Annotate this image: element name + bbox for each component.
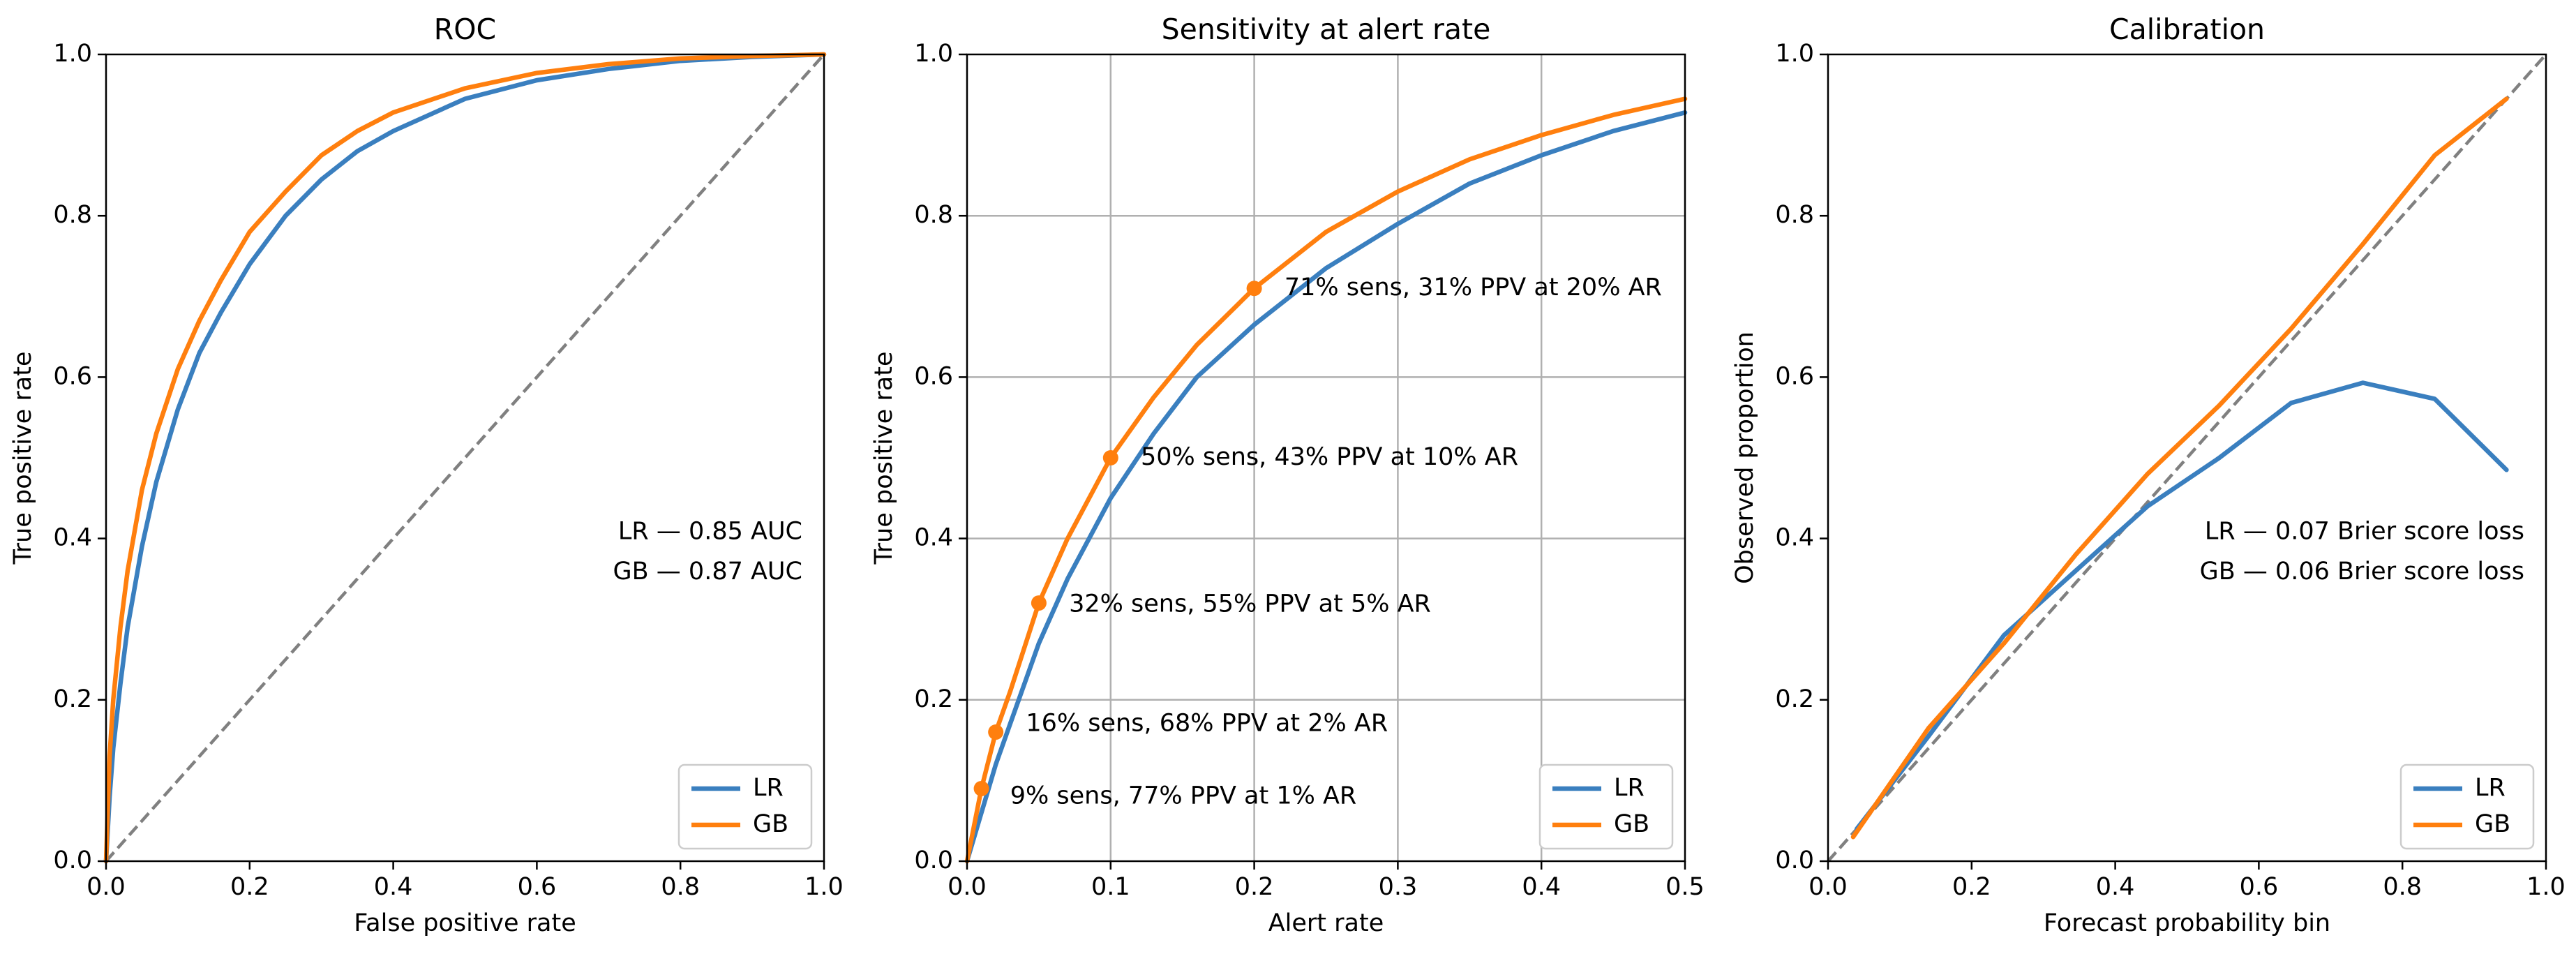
series-line-gb xyxy=(964,96,1688,864)
marker-point xyxy=(1102,450,1118,465)
y-tick-label: 0.8 xyxy=(53,201,92,229)
axes-frame xyxy=(966,53,1686,863)
legend-label: LR xyxy=(1614,774,1645,802)
x-tick-label: 0.3 xyxy=(1379,873,1418,901)
chart-title: Calibration xyxy=(2109,13,2265,46)
marker-label: 16% sens, 68% PPV at 2% AR xyxy=(1026,709,1388,737)
x-tick-label: 0.2 xyxy=(230,873,269,901)
series-line-gb xyxy=(1850,96,2509,840)
x-tick-label: 0.6 xyxy=(518,873,557,901)
legend-label: GB xyxy=(753,810,788,838)
legend-label: LR xyxy=(753,774,784,802)
y-tick-label: 0.4 xyxy=(1775,524,1814,552)
y-tick-label: 0.0 xyxy=(53,847,92,874)
y-tick-label: 0.8 xyxy=(1775,201,1814,229)
panel-sens: 9% sens, 77% PPV at 1% AR 16% sens, 68% P… xyxy=(870,13,1705,937)
annotation-text: LR — 0.85 AUC xyxy=(618,517,802,545)
y-axis-label: True positive rate xyxy=(9,352,37,565)
axes-frame xyxy=(105,53,825,863)
y-tick-label: 0.0 xyxy=(1775,847,1814,874)
legend-box xyxy=(1538,763,1674,850)
x-tick-label: 1.0 xyxy=(2526,873,2566,901)
y-tick-label: 1.0 xyxy=(914,40,953,68)
x-tick-label: 0.4 xyxy=(374,873,413,901)
y-tick-label: 0.6 xyxy=(1775,362,1814,390)
x-tick-label: 0.0 xyxy=(87,873,126,901)
legend: LR GB xyxy=(2399,763,2535,850)
marker-point xyxy=(988,724,1004,740)
x-tick-label: 0.0 xyxy=(948,873,987,901)
x-tick-label: 0.8 xyxy=(661,873,700,901)
marker-label: 9% sens, 77% PPV at 1% AR xyxy=(1010,782,1357,810)
axes-frame xyxy=(1827,53,2547,863)
y-tick-label: 0.2 xyxy=(53,685,92,713)
annotation-text: LR — 0.07 Brier score loss xyxy=(2205,517,2524,545)
x-tick-label: 0.5 xyxy=(1665,873,1705,901)
y-tick-label: 0.2 xyxy=(914,685,953,713)
y-tick-label: 0.0 xyxy=(914,847,953,874)
panel-calib: 0.0 0.2 0.4 0.6 0.8 1.0 0.0 0.2 0.4 0.6 0.8 1.0 Cali… xyxy=(1731,13,2566,937)
marker-label: 50% sens, 43% PPV at 10% AR xyxy=(1141,443,1518,471)
y-tick-label: 0.2 xyxy=(1775,685,1814,713)
series-line-lr xyxy=(1854,380,2509,832)
y-axis-label: True positive rate xyxy=(870,352,898,565)
marker-point xyxy=(1246,281,1262,297)
y-tick-label: 1.0 xyxy=(53,40,92,68)
x-tick-label: 0.0 xyxy=(1809,873,1848,901)
x-axis-label: False positive rate xyxy=(354,909,576,937)
legend-box xyxy=(2399,763,2535,850)
annotation-text: GB — 0.06 Brier score loss xyxy=(2200,558,2524,586)
chart-title: Sensitivity at alert rate xyxy=(1162,13,1491,46)
x-axis-label: Alert rate xyxy=(1268,909,1384,937)
marker-label: 32% sens, 55% PPV at 5% AR xyxy=(1069,590,1431,618)
x-tick-label: 0.2 xyxy=(1235,873,1274,901)
y-tick-label: 0.8 xyxy=(914,201,953,229)
series-line-gb xyxy=(103,52,827,864)
x-tick-label: 0.2 xyxy=(1952,873,1991,901)
x-tick-label: 0.6 xyxy=(2240,873,2279,901)
chart-title: ROC xyxy=(434,13,496,46)
legend-label: GB xyxy=(1614,810,1649,838)
x-tick-label: 0.8 xyxy=(2383,873,2422,901)
x-axis-label: Forecast probability bin xyxy=(2044,909,2330,937)
marker-point xyxy=(1031,595,1047,611)
legend-box xyxy=(677,763,813,850)
legend-label: LR xyxy=(2475,774,2506,802)
reference-line xyxy=(1827,53,2547,863)
y-axis-label: Observed proportion xyxy=(1731,331,1759,584)
panel-roc: 0.0 0.2 0.4 0.6 0.8 1.0 0.0 0.2 0.4 0.6 0.8 1.0 ROC F… xyxy=(9,13,844,937)
y-tick-label: 1.0 xyxy=(1775,40,1814,68)
annotation-text: GB — 0.87 AUC xyxy=(613,558,802,586)
marker-point xyxy=(973,780,989,796)
marker-label: 71% sens, 31% PPV at 20% AR xyxy=(1285,274,1662,301)
series-line-lr xyxy=(964,110,1688,864)
y-tick-label: 0.6 xyxy=(914,362,953,390)
y-tick-label: 0.6 xyxy=(53,362,92,390)
x-tick-label: 0.4 xyxy=(2096,873,2135,901)
legend: LR GB xyxy=(677,763,813,850)
x-tick-label: 0.1 xyxy=(1091,873,1130,901)
y-tick-label: 0.4 xyxy=(914,524,953,552)
series-line-lr xyxy=(103,52,827,864)
reference-line xyxy=(105,53,825,863)
y-tick-label: 0.4 xyxy=(53,524,92,552)
x-tick-label: 1.0 xyxy=(804,873,844,901)
x-tick-label: 0.4 xyxy=(1522,873,1561,901)
legend-label: GB xyxy=(2475,810,2510,838)
legend: LR GB xyxy=(1538,763,1674,850)
